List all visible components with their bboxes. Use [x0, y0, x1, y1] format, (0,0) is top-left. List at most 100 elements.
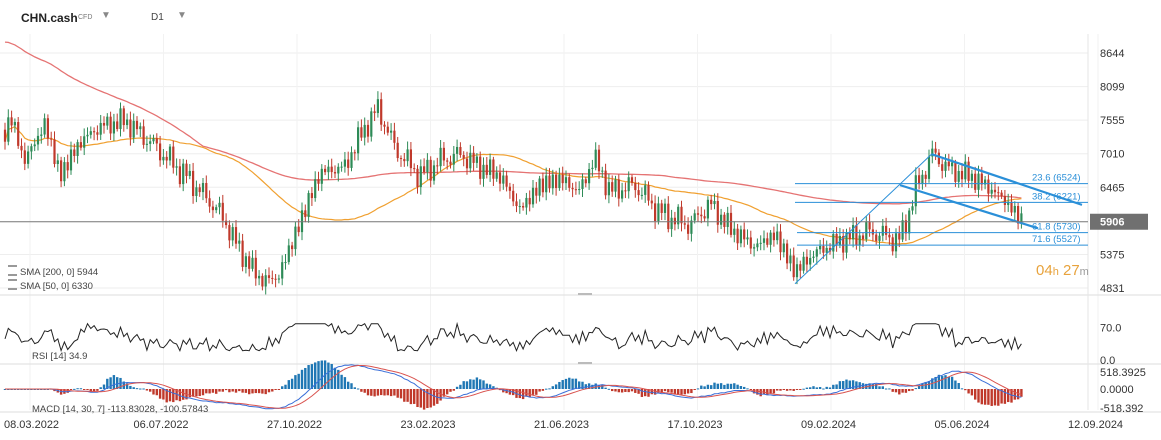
- candle-body: [733, 228, 736, 235]
- candle-body: [1020, 213, 1023, 224]
- candle-body: [13, 122, 16, 126]
- candle-body: [152, 138, 155, 142]
- rsi-tick-label: 70.0: [1100, 322, 1121, 334]
- macd-histogram-bar: [469, 379, 472, 389]
- channel-lower-line: [899, 184, 1039, 230]
- price-tick-label: 6465: [1100, 182, 1124, 194]
- legend-sma200[interactable]: SMA [200, 0] 5944: [8, 265, 98, 278]
- candle-body: [766, 238, 769, 245]
- candle-body: [7, 117, 10, 142]
- macd-histogram-bar: [191, 389, 195, 397]
- macd-histogram-bar: [921, 383, 924, 389]
- candle-body: [139, 126, 142, 130]
- macd-histogram-bar: [175, 389, 178, 401]
- macd-histogram-bar: [917, 385, 921, 389]
- candle-body: [383, 124, 386, 127]
- candle-body: [56, 160, 59, 165]
- legend-macd[interactable]: MACD [14, 30, 7] -113.83028, -100.57843: [32, 404, 209, 415]
- candle-body: [403, 159, 406, 162]
- macd-histogram-bar: [205, 389, 208, 394]
- macd-histogram-bar: [960, 388, 964, 390]
- caret-down-icon[interactable]: ▼: [101, 10, 111, 21]
- candle-body: [393, 130, 396, 143]
- macd-histogram-bar: [990, 389, 993, 406]
- candle-body: [974, 173, 977, 190]
- candle-body: [845, 232, 848, 253]
- candle-body: [244, 256, 247, 267]
- macd-histogram-bar: [739, 386, 743, 389]
- candle-body: [327, 166, 330, 173]
- date-tick-label: 17.10.2023: [668, 419, 723, 431]
- candle-body: [997, 192, 1000, 194]
- candle-body: [215, 207, 218, 211]
- drag-handle-icon[interactable]: [8, 279, 17, 290]
- caret-down-icon[interactable]: ▼: [177, 10, 187, 21]
- candle-body: [723, 214, 726, 227]
- macd-histogram-bar: [479, 379, 482, 389]
- macd-histogram-bar: [521, 389, 525, 400]
- legend-sma50[interactable]: SMA [50, 0] 6330: [8, 279, 93, 292]
- macd-histogram-bar: [482, 380, 485, 389]
- trend-channel: [899, 153, 1083, 230]
- candle-body: [198, 187, 201, 193]
- candle-body: [274, 278, 277, 280]
- macd-histogram-bar: [594, 383, 597, 389]
- candle-body: [802, 256, 805, 271]
- candle-body: [650, 200, 653, 204]
- macd-histogram-bar: [564, 378, 568, 389]
- rsi-label: RSI [14]: [32, 351, 67, 362]
- macd-histogram-bar: [376, 389, 380, 396]
- candle-body: [776, 231, 779, 241]
- chart-toolbar: CHN.cash CFD ▼ D1 ▼: [0, 0, 1161, 34]
- candle-body: [122, 108, 125, 126]
- macd-line: [5, 364, 1022, 410]
- candle-body: [185, 163, 188, 177]
- candle-body: [281, 262, 284, 279]
- candle-body: [891, 237, 894, 252]
- macd-histogram-bar: [168, 389, 172, 402]
- candle-body: [581, 179, 584, 190]
- macd-histogram-bar: [614, 389, 617, 392]
- candle-body: [951, 162, 954, 167]
- macd-histogram-bar: [901, 389, 904, 393]
- candle-body: [789, 255, 792, 264]
- candle-body: [135, 120, 139, 130]
- symbol-name[interactable]: CHN.cash: [21, 11, 78, 25]
- rsi-tick-label: 0.0: [1100, 355, 1115, 367]
- candle-body: [23, 150, 26, 164]
- candle-body: [211, 206, 214, 211]
- candle-body: [865, 222, 868, 240]
- candle-body: [294, 226, 297, 250]
- macd-histogram-bar: [188, 389, 191, 398]
- candle-body: [700, 214, 703, 217]
- macd-value2: -100.57843: [160, 404, 209, 415]
- candle-body: [677, 206, 680, 225]
- macd-histogram-bar: [653, 389, 657, 395]
- candle-body: [178, 166, 181, 185]
- macd-histogram-bar: [851, 380, 855, 389]
- macd-histogram-bar: [719, 383, 723, 389]
- rsi-value: 34.9: [68, 351, 88, 362]
- legend-rsi[interactable]: RSI [14] 34.9: [32, 351, 87, 362]
- macd-histogram-bar: [492, 386, 495, 389]
- timeframe-selector[interactable]: D1: [151, 12, 164, 23]
- macd-histogram-bar: [832, 384, 835, 389]
- candle-body: [561, 174, 564, 184]
- candle-body: [195, 187, 198, 197]
- candle-body: [459, 146, 462, 156]
- candle-body: [423, 166, 426, 173]
- macd-histogram-bar: [340, 374, 343, 389]
- candle-body: [607, 182, 610, 196]
- candle-body: [360, 127, 363, 138]
- macd-histogram-bar: [997, 389, 1000, 406]
- macd-histogram-bar: [776, 389, 779, 391]
- macd-histogram-bar: [944, 375, 947, 389]
- macd-histogram-bar: [518, 389, 521, 399]
- macd-histogram-bar: [89, 389, 92, 392]
- macd-histogram-bar: [300, 369, 304, 389]
- candle-body: [429, 159, 432, 181]
- macd-histogram-bar: [528, 389, 531, 398]
- macd-histogram-bar: [974, 389, 977, 400]
- drag-handle-icon[interactable]: [8, 265, 17, 276]
- candle-body: [647, 185, 650, 201]
